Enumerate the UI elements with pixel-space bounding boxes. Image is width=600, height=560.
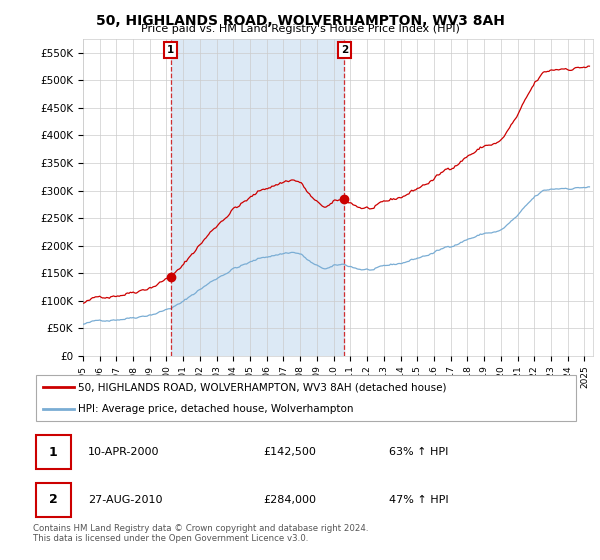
Text: 1: 1 <box>167 45 175 55</box>
Text: 1: 1 <box>49 446 58 459</box>
FancyBboxPatch shape <box>36 483 71 517</box>
Text: 10-APR-2000: 10-APR-2000 <box>88 447 159 457</box>
Text: £284,000: £284,000 <box>263 495 316 505</box>
Text: 47% ↑ HPI: 47% ↑ HPI <box>389 495 448 505</box>
FancyBboxPatch shape <box>36 376 577 421</box>
Text: 27-AUG-2010: 27-AUG-2010 <box>88 495 162 505</box>
Text: HPI: Average price, detached house, Wolverhampton: HPI: Average price, detached house, Wolv… <box>78 404 353 414</box>
Text: 2: 2 <box>341 45 348 55</box>
Text: Price paid vs. HM Land Registry's House Price Index (HPI): Price paid vs. HM Land Registry's House … <box>140 24 460 34</box>
Text: 63% ↑ HPI: 63% ↑ HPI <box>389 447 448 457</box>
Bar <box>171 39 344 356</box>
Text: £142,500: £142,500 <box>263 447 316 457</box>
Text: 50, HIGHLANDS ROAD, WOLVERHAMPTON, WV3 8AH: 50, HIGHLANDS ROAD, WOLVERHAMPTON, WV3 8… <box>95 14 505 28</box>
FancyBboxPatch shape <box>36 436 71 469</box>
Text: 50, HIGHLANDS ROAD, WOLVERHAMPTON, WV3 8AH (detached house): 50, HIGHLANDS ROAD, WOLVERHAMPTON, WV3 8… <box>78 382 446 393</box>
Text: Contains HM Land Registry data © Crown copyright and database right 2024.
This d: Contains HM Land Registry data © Crown c… <box>33 524 368 543</box>
Text: 2: 2 <box>49 493 58 506</box>
